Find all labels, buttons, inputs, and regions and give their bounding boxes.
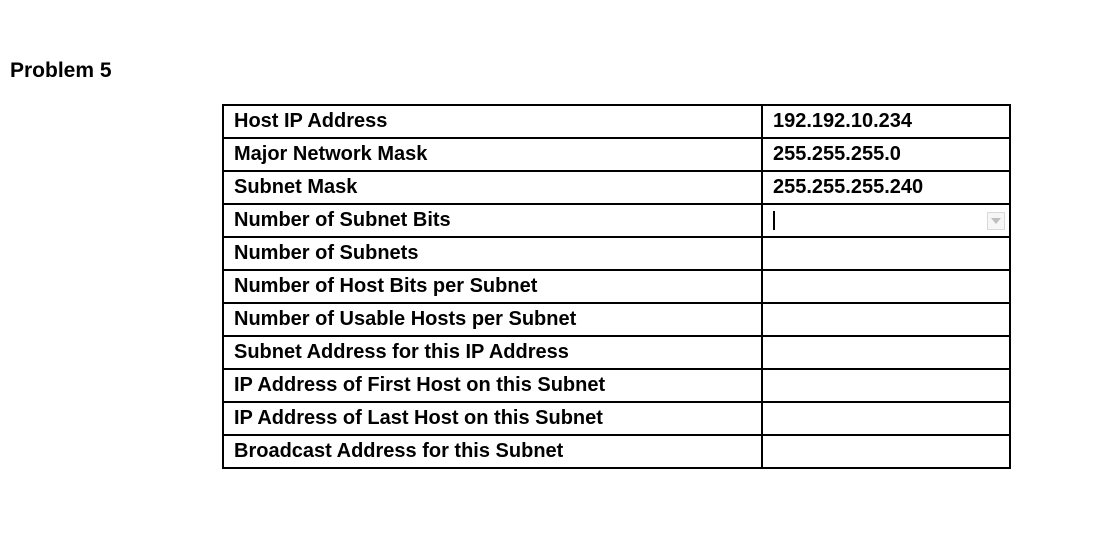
- text-caret-icon: [773, 211, 775, 230]
- subnet-bits-input-cell[interactable]: [762, 204, 1010, 237]
- row-label: Major Network Mask: [223, 138, 762, 171]
- row-label: Subnet Address for this IP Address: [223, 336, 762, 369]
- table-row: Number of Subnets: [223, 237, 1010, 270]
- row-value: [762, 270, 1010, 303]
- problem-heading: Problem 5: [10, 58, 112, 83]
- row-value: [762, 303, 1010, 336]
- row-value: [762, 402, 1010, 435]
- row-label: IP Address of Last Host on this Subnet: [223, 402, 762, 435]
- subnet-table-wrapper: Host IP Address 192.192.10.234 Major Net…: [222, 104, 1011, 469]
- row-label: IP Address of First Host on this Subnet: [223, 369, 762, 402]
- row-value: 255.255.255.240: [762, 171, 1010, 204]
- table-row: Broadcast Address for this Subnet: [223, 435, 1010, 468]
- row-label: Number of Usable Hosts per Subnet: [223, 303, 762, 336]
- table-row: IP Address of Last Host on this Subnet: [223, 402, 1010, 435]
- row-value: [762, 435, 1010, 468]
- table-row: Number of Host Bits per Subnet: [223, 270, 1010, 303]
- row-value: 192.192.10.234: [762, 105, 1010, 138]
- table-row: Number of Usable Hosts per Subnet: [223, 303, 1010, 336]
- table-row: Host IP Address 192.192.10.234: [223, 105, 1010, 138]
- page: Problem 5 Host IP Address 192.192.10.234…: [0, 0, 1094, 560]
- table-row: Number of Subnet Bits: [223, 204, 1010, 237]
- table-row: Major Network Mask 255.255.255.0: [223, 138, 1010, 171]
- row-label: Number of Host Bits per Subnet: [223, 270, 762, 303]
- row-value: [762, 369, 1010, 402]
- row-label: Subnet Mask: [223, 171, 762, 204]
- table-row: Subnet Address for this IP Address: [223, 336, 1010, 369]
- row-label: Broadcast Address for this Subnet: [223, 435, 762, 468]
- subnet-table: Host IP Address 192.192.10.234 Major Net…: [222, 104, 1011, 469]
- row-value: 255.255.255.0: [762, 138, 1010, 171]
- row-value: [762, 336, 1010, 369]
- row-label: Number of Subnets: [223, 237, 762, 270]
- dropdown-icon[interactable]: [987, 212, 1005, 230]
- row-label: Host IP Address: [223, 105, 762, 138]
- row-value: [762, 237, 1010, 270]
- table-row: IP Address of First Host on this Subnet: [223, 369, 1010, 402]
- table-row: Subnet Mask 255.255.255.240: [223, 171, 1010, 204]
- row-label: Number of Subnet Bits: [223, 204, 762, 237]
